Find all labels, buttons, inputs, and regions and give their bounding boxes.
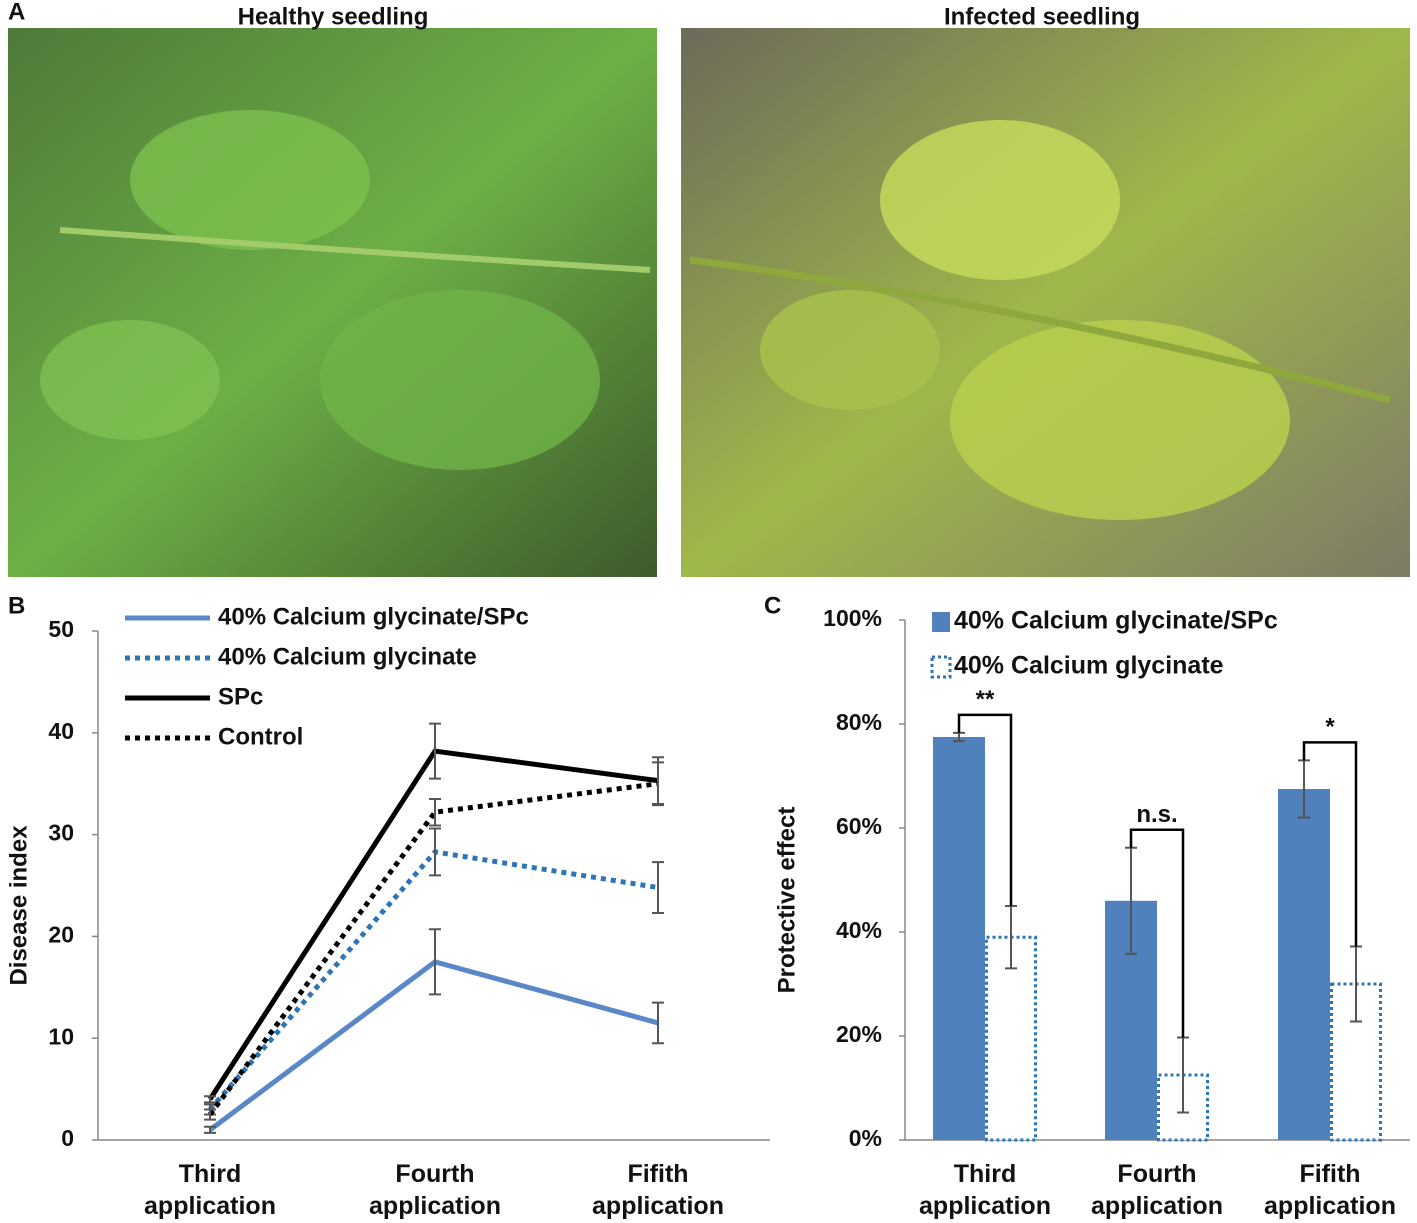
photo-caption: Healthy seedling [238,3,429,30]
y-tick-label: 80% [836,709,882,735]
error-bar [429,827,441,877]
bar [985,935,1037,1142]
photo-infected [681,28,1410,577]
x-tick-label: Third application [144,1160,276,1220]
bar [1278,789,1330,1140]
significance-label: n.s. [1136,801,1177,828]
y-tick-label: 40% [836,917,882,943]
legend-label: 40% Calcium glycinate [954,652,1224,680]
panel-label: B [8,592,25,619]
photo-caption: Infected seedling [944,3,1140,30]
legend-label: 40% Calcium glycinate [218,643,477,670]
y-tick-label: 0 [61,1125,74,1151]
legend-label: SPc [218,683,263,710]
legend-label: 40% Calcium glycinate/SPc [218,603,529,630]
legend-marker [930,655,952,679]
error-bar [652,761,664,807]
error-bar [429,722,441,780]
legend-label: 40% Calcium glycinate/SPc [954,607,1278,635]
x-tick-label: Fourth application [369,1160,501,1220]
error-bar [204,1108,216,1121]
panel-label: C [764,592,781,619]
y-tick-label: 40 [48,718,74,744]
significance-bracket [957,713,1013,906]
y-tick-label: 30 [48,820,74,846]
y-tick-label: 20% [836,1021,882,1047]
x-tick-label: Third application [919,1160,1051,1220]
significance-bracket [1129,828,1185,1038]
legend-marker [932,612,950,632]
legend-label: Control [218,723,303,750]
error-bar [652,861,664,914]
x-tick-label: Fifith application [592,1160,724,1220]
error-bar [204,1125,216,1134]
y-tick-label: 100% [823,605,882,631]
significance-label: * [1325,714,1335,741]
error-bar [429,797,441,827]
error-bar [204,1095,216,1104]
photo-healthy [8,28,657,577]
y-axis-label: Disease index [5,825,32,986]
y-tick-label: 20 [48,921,74,947]
error-bar [652,1001,664,1045]
y-tick-label: 50 [48,616,74,642]
y-axis-label: Protective effect [773,807,800,994]
panel-label: A [8,0,25,25]
bar [933,737,985,1140]
x-tick-label: Fourth application [1091,1160,1223,1220]
y-tick-label: 60% [836,813,882,839]
significance-bracket [1302,741,1358,947]
y-tick-label: 10 [48,1023,74,1049]
y-tick-label: 0% [849,1125,882,1151]
x-tick-label: Fifith application [1264,1160,1396,1220]
significance-label: ** [976,686,995,713]
error-bar [429,928,441,996]
